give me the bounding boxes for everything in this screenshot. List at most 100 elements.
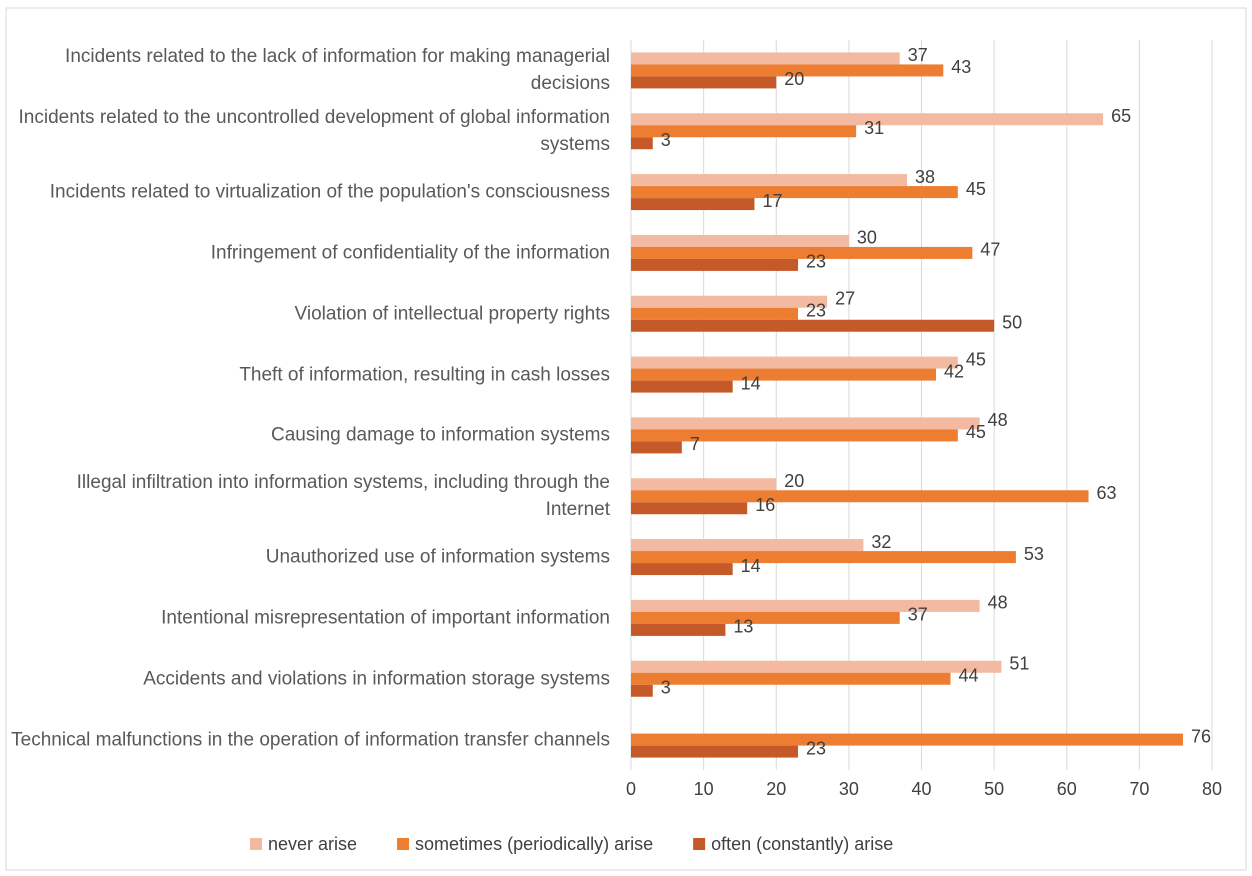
data-label: 31 — [864, 118, 884, 138]
y-tick-label: Illegal infiltration into information sy… — [76, 472, 610, 521]
bar — [631, 307, 799, 320]
bar — [631, 356, 958, 369]
bar — [631, 733, 1183, 746]
bar — [631, 380, 733, 393]
data-label: 76 — [1191, 726, 1211, 746]
bar — [631, 186, 958, 199]
data-label: 65 — [1111, 106, 1131, 126]
data-label: 38 — [915, 167, 935, 187]
y-tick-label: Incidents related to the lack of informa… — [65, 46, 610, 95]
bar — [631, 623, 726, 636]
bar — [631, 551, 1016, 564]
y-tick-label: Causing damage to information systems — [271, 424, 610, 446]
bar — [631, 198, 755, 211]
bar — [631, 478, 777, 491]
data-label: 30 — [857, 228, 877, 248]
data-label: 48 — [988, 593, 1008, 613]
bar — [631, 441, 682, 454]
data-label: 47 — [980, 240, 1000, 260]
data-label: 45 — [966, 349, 986, 369]
bar — [631, 64, 944, 77]
bar — [631, 611, 900, 624]
data-label: 3 — [661, 130, 671, 150]
legend-label: never arise — [268, 834, 357, 854]
bar — [631, 113, 1104, 126]
bar — [631, 660, 1002, 673]
bar — [631, 745, 799, 758]
y-tick-label: Violation of intellectual property right… — [294, 303, 610, 325]
data-label: 14 — [741, 373, 761, 393]
x-tick-label: 40 — [911, 779, 931, 799]
data-label: 45 — [966, 179, 986, 199]
x-tick-label: 50 — [984, 779, 1004, 799]
legend-label: sometimes (periodically) arise — [415, 834, 653, 854]
data-label: 45 — [966, 422, 986, 442]
x-tick-label: 80 — [1202, 779, 1222, 799]
data-label: 17 — [762, 191, 782, 211]
bar — [631, 52, 900, 65]
data-label: 44 — [959, 666, 979, 686]
legend-swatch — [397, 838, 410, 850]
legend-swatch — [693, 838, 706, 850]
data-label: 23 — [806, 301, 826, 321]
bar — [631, 599, 980, 612]
data-label: 7 — [690, 434, 700, 454]
x-tick-label: 70 — [1129, 779, 1149, 799]
bar — [631, 174, 907, 187]
bar — [631, 539, 864, 552]
x-tick-label: 0 — [626, 779, 636, 799]
data-label: 20 — [784, 471, 804, 491]
data-label: 13 — [733, 617, 753, 637]
bar — [631, 417, 980, 430]
bar — [631, 137, 653, 150]
y-tick-label: Incidents related to the uncontrolled de… — [18, 107, 611, 156]
data-label: 63 — [1097, 483, 1117, 503]
data-label: 43 — [951, 57, 971, 77]
data-label: 50 — [1002, 313, 1022, 333]
bar — [631, 368, 937, 381]
x-tick-label: 30 — [839, 779, 859, 799]
data-label: 3 — [661, 678, 671, 698]
y-tick-label: Incidents related to virtualization of t… — [49, 181, 610, 203]
data-label: 32 — [871, 532, 891, 552]
bar — [631, 563, 733, 576]
chart-border — [5, 7, 1247, 871]
legend-label: often (constantly) arise — [711, 834, 893, 854]
x-tick-label: 60 — [1057, 779, 1077, 799]
y-tick-label: Intentional misrepresentation of importa… — [161, 607, 610, 629]
data-label: 53 — [1024, 544, 1044, 564]
y-tick-label: Unauthorized use of information systems — [265, 546, 610, 568]
bar — [631, 502, 748, 515]
bar — [631, 490, 1089, 503]
data-label: 20 — [784, 69, 804, 89]
data-label: 23 — [806, 252, 826, 272]
bar — [631, 125, 857, 138]
legend-swatch — [250, 838, 262, 850]
bar — [631, 672, 951, 685]
data-label: 48 — [988, 410, 1008, 430]
data-label: 51 — [1009, 654, 1029, 674]
data-label: 37 — [908, 605, 928, 625]
y-tick-label: Infringement of confidentiality of the i… — [210, 242, 610, 264]
x-tick-label: 10 — [694, 779, 714, 799]
data-label: 27 — [835, 289, 855, 309]
y-tick-label: Technical malfunctions in the operation … — [11, 729, 610, 751]
bar — [631, 319, 995, 332]
y-tick-label: Theft of information, resulting in cash … — [239, 364, 610, 386]
bar — [631, 258, 799, 271]
data-label: 23 — [806, 738, 826, 758]
data-label: 14 — [741, 556, 761, 576]
bar — [631, 76, 777, 89]
bar — [631, 295, 828, 308]
data-label: 16 — [755, 495, 775, 515]
bar — [631, 246, 973, 259]
y-tick-label: Accidents and violations in information … — [143, 668, 610, 690]
bar — [631, 234, 849, 247]
data-label: 42 — [944, 361, 964, 381]
data-label: 37 — [908, 45, 928, 65]
bar — [631, 429, 958, 442]
bar — [631, 684, 653, 697]
x-tick-label: 20 — [766, 779, 786, 799]
